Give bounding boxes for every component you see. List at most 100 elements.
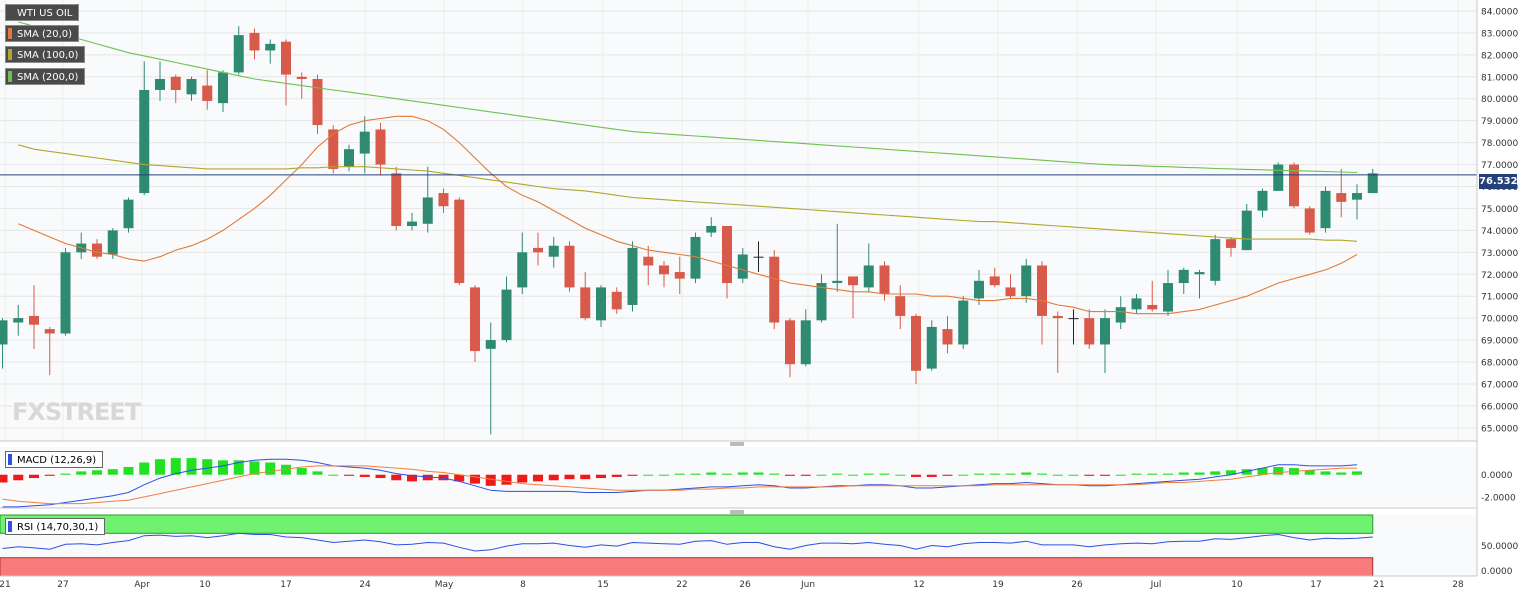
candle-body — [800, 320, 811, 365]
macd-histogram-bar — [611, 474, 622, 477]
candle-body — [1147, 304, 1158, 310]
date-tick-label: Jul — [1150, 580, 1162, 590]
price-tick-label: 66.0000 — [1481, 402, 1518, 412]
watermark-logo: FXSTREET — [12, 398, 141, 426]
date-tick-label: 21 — [0, 580, 11, 590]
macd-histogram-bar — [1194, 472, 1205, 475]
candle-body — [611, 291, 622, 310]
sma-line — [18, 144, 1358, 242]
macd-tick-label: 0.0000 — [1481, 471, 1513, 481]
candle-body — [501, 289, 512, 341]
candle-body — [643, 256, 654, 266]
candle-body — [863, 265, 874, 288]
candle-body — [1021, 265, 1032, 297]
candle-body — [533, 247, 543, 253]
macd-histogram-bar — [249, 461, 260, 475]
candle-body — [722, 225, 732, 284]
price-tick-label: 72.0000 — [1481, 271, 1518, 281]
macd-label[interactable]: MACD (12,26,9) — [5, 451, 104, 468]
macd-histogram-bar — [1273, 466, 1284, 475]
legend-swatch — [8, 454, 12, 465]
legend-swatch — [8, 521, 12, 532]
candle-body — [737, 254, 748, 279]
candle-body — [0, 320, 8, 345]
macd-histogram-bar — [1320, 471, 1331, 475]
candle-body — [1131, 298, 1142, 310]
macd-histogram-bar — [1131, 473, 1142, 475]
macd-histogram-bar — [60, 473, 71, 475]
candle-body — [1304, 208, 1315, 233]
macd-panel-bg — [0, 447, 1477, 508]
legend-swatch — [8, 71, 12, 82]
date-axis-ticks: 21 27 Apr 10 17 24 May 8 15 22 26 Jun 12 19 26 Jul 10 17 2… — [0, 580, 1464, 590]
candle-body — [785, 320, 795, 365]
candle-body — [170, 76, 181, 90]
macd-histogram-bar — [1304, 470, 1315, 475]
macd-histogram-bar — [517, 474, 528, 483]
macd-histogram-bar — [596, 474, 606, 479]
candle-body — [753, 256, 764, 258]
date-tick-label: 10 — [199, 580, 211, 590]
candle-body — [1068, 318, 1079, 320]
rsi-label[interactable]: RSI (14,70,30,1) — [5, 518, 106, 535]
rsi-oversold-zone — [0, 557, 1374, 577]
macd-histogram-bar — [895, 474, 906, 476]
candle-body — [911, 315, 921, 371]
price-tick-label: 82.0000 — [1481, 51, 1518, 61]
price-tick-label: 73.0000 — [1481, 249, 1518, 259]
candle-body — [1289, 164, 1299, 207]
candle-body — [1257, 190, 1268, 211]
date-tick-label: Jun — [800, 580, 815, 590]
candle-body — [1084, 318, 1095, 345]
macd-histogram-bar — [863, 473, 874, 475]
legend-sma-200[interactable]: SMA (200,0) — [5, 68, 86, 85]
candle-body — [989, 276, 1000, 286]
macd-histogram-bar — [29, 474, 39, 479]
macd-histogram-bar — [1210, 471, 1221, 475]
macd-histogram-bar — [76, 471, 87, 475]
macd-histogram-bar — [312, 471, 323, 475]
candle-body — [407, 221, 417, 226]
macd-histogram-bar — [422, 474, 433, 481]
resize-handle[interactable] — [730, 510, 744, 514]
candle-body — [1100, 318, 1110, 345]
candles — [0, 26, 1378, 435]
candle-body — [926, 326, 937, 369]
macd-histogram-bar — [202, 459, 213, 475]
price-tick-label: 71.0000 — [1481, 293, 1518, 303]
legend-swatch — [8, 28, 12, 39]
macd-histogram-bar — [1115, 474, 1126, 476]
macd-line — [2, 458, 1358, 508]
candle-body — [186, 78, 197, 95]
candle-body — [155, 78, 165, 90]
legend-sma-100[interactable]: SMA (100,0) — [5, 46, 86, 63]
legend-sma-200-label: SMA (200,0) — [17, 72, 79, 83]
price-tick-label: 84.0000 — [1481, 7, 1518, 17]
macd-histogram-bar — [328, 474, 339, 476]
date-tick-label: 27 — [57, 580, 68, 590]
macd-histogram-bar — [1005, 473, 1016, 475]
date-tick-label: 22 — [676, 580, 687, 590]
macd-histogram-bar — [186, 458, 197, 475]
candle-body — [1163, 283, 1173, 312]
candle-body — [391, 173, 402, 226]
date-tick-label: 21 — [1373, 580, 1384, 590]
resize-handle[interactable] — [730, 442, 744, 446]
price-tick-label: 69.0000 — [1481, 337, 1518, 347]
candle-body — [13, 318, 24, 323]
date-tick-label: 28 — [1452, 580, 1464, 590]
price-tick-label: 74.0000 — [1481, 227, 1518, 237]
price-tick-label: 68.0000 — [1481, 359, 1518, 369]
candle-body — [1194, 272, 1205, 275]
sma-line — [18, 21, 1358, 174]
candle-body — [1273, 164, 1284, 191]
candle-body — [548, 245, 559, 257]
macd-histogram-bar — [1178, 472, 1189, 475]
macd-histogram-bar — [879, 473, 890, 475]
legend-sma-20[interactable]: SMA (20,0) — [5, 25, 80, 42]
price-tick-label: 80.0000 — [1481, 95, 1518, 105]
candle-body — [1052, 315, 1063, 319]
price-tick-label: 77.0000 — [1481, 161, 1518, 171]
